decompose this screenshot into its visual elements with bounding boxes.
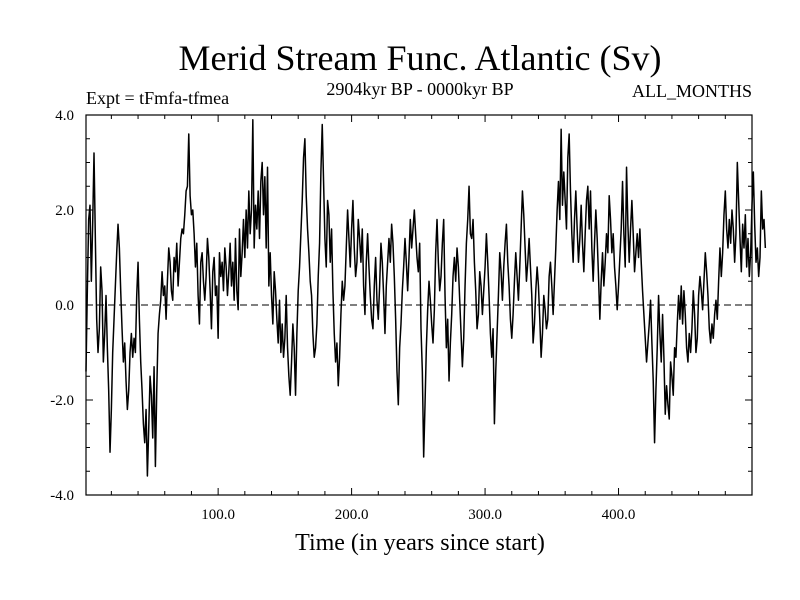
y-tick-label: -2.0: [50, 393, 74, 409]
chart-title: Merid Stream Func. Atlantic (Sv): [179, 38, 662, 78]
expt-label: Expt = tFmfa-tfmea: [86, 88, 229, 108]
x-tick-label: 200.0: [335, 507, 369, 523]
x-axis-label: Time (in years since start): [295, 530, 545, 556]
y-tick-label: 4.0: [55, 108, 74, 124]
months-label: ALL_MONTHS: [632, 81, 752, 101]
x-tick-label: 400.0: [602, 507, 636, 523]
x-tick-label: 300.0: [468, 507, 502, 523]
data-series-line: [85, 119, 767, 477]
plot-frame: [85, 114, 753, 496]
y-tick-label: 2.0: [55, 203, 74, 219]
chart-subtitle: 2904kyr BP - 0000kyr BP: [326, 79, 513, 99]
axes: 100.0 200.0 300.0 400.0 4.0 2.0 0.0 -2.0 -4.0: [50, 108, 752, 523]
y-tick-label: 0.0: [55, 298, 74, 314]
x-tick-label: 100.0: [201, 507, 235, 523]
y-tick-label: -4.0: [50, 488, 74, 504]
data-group: [85, 119, 767, 477]
